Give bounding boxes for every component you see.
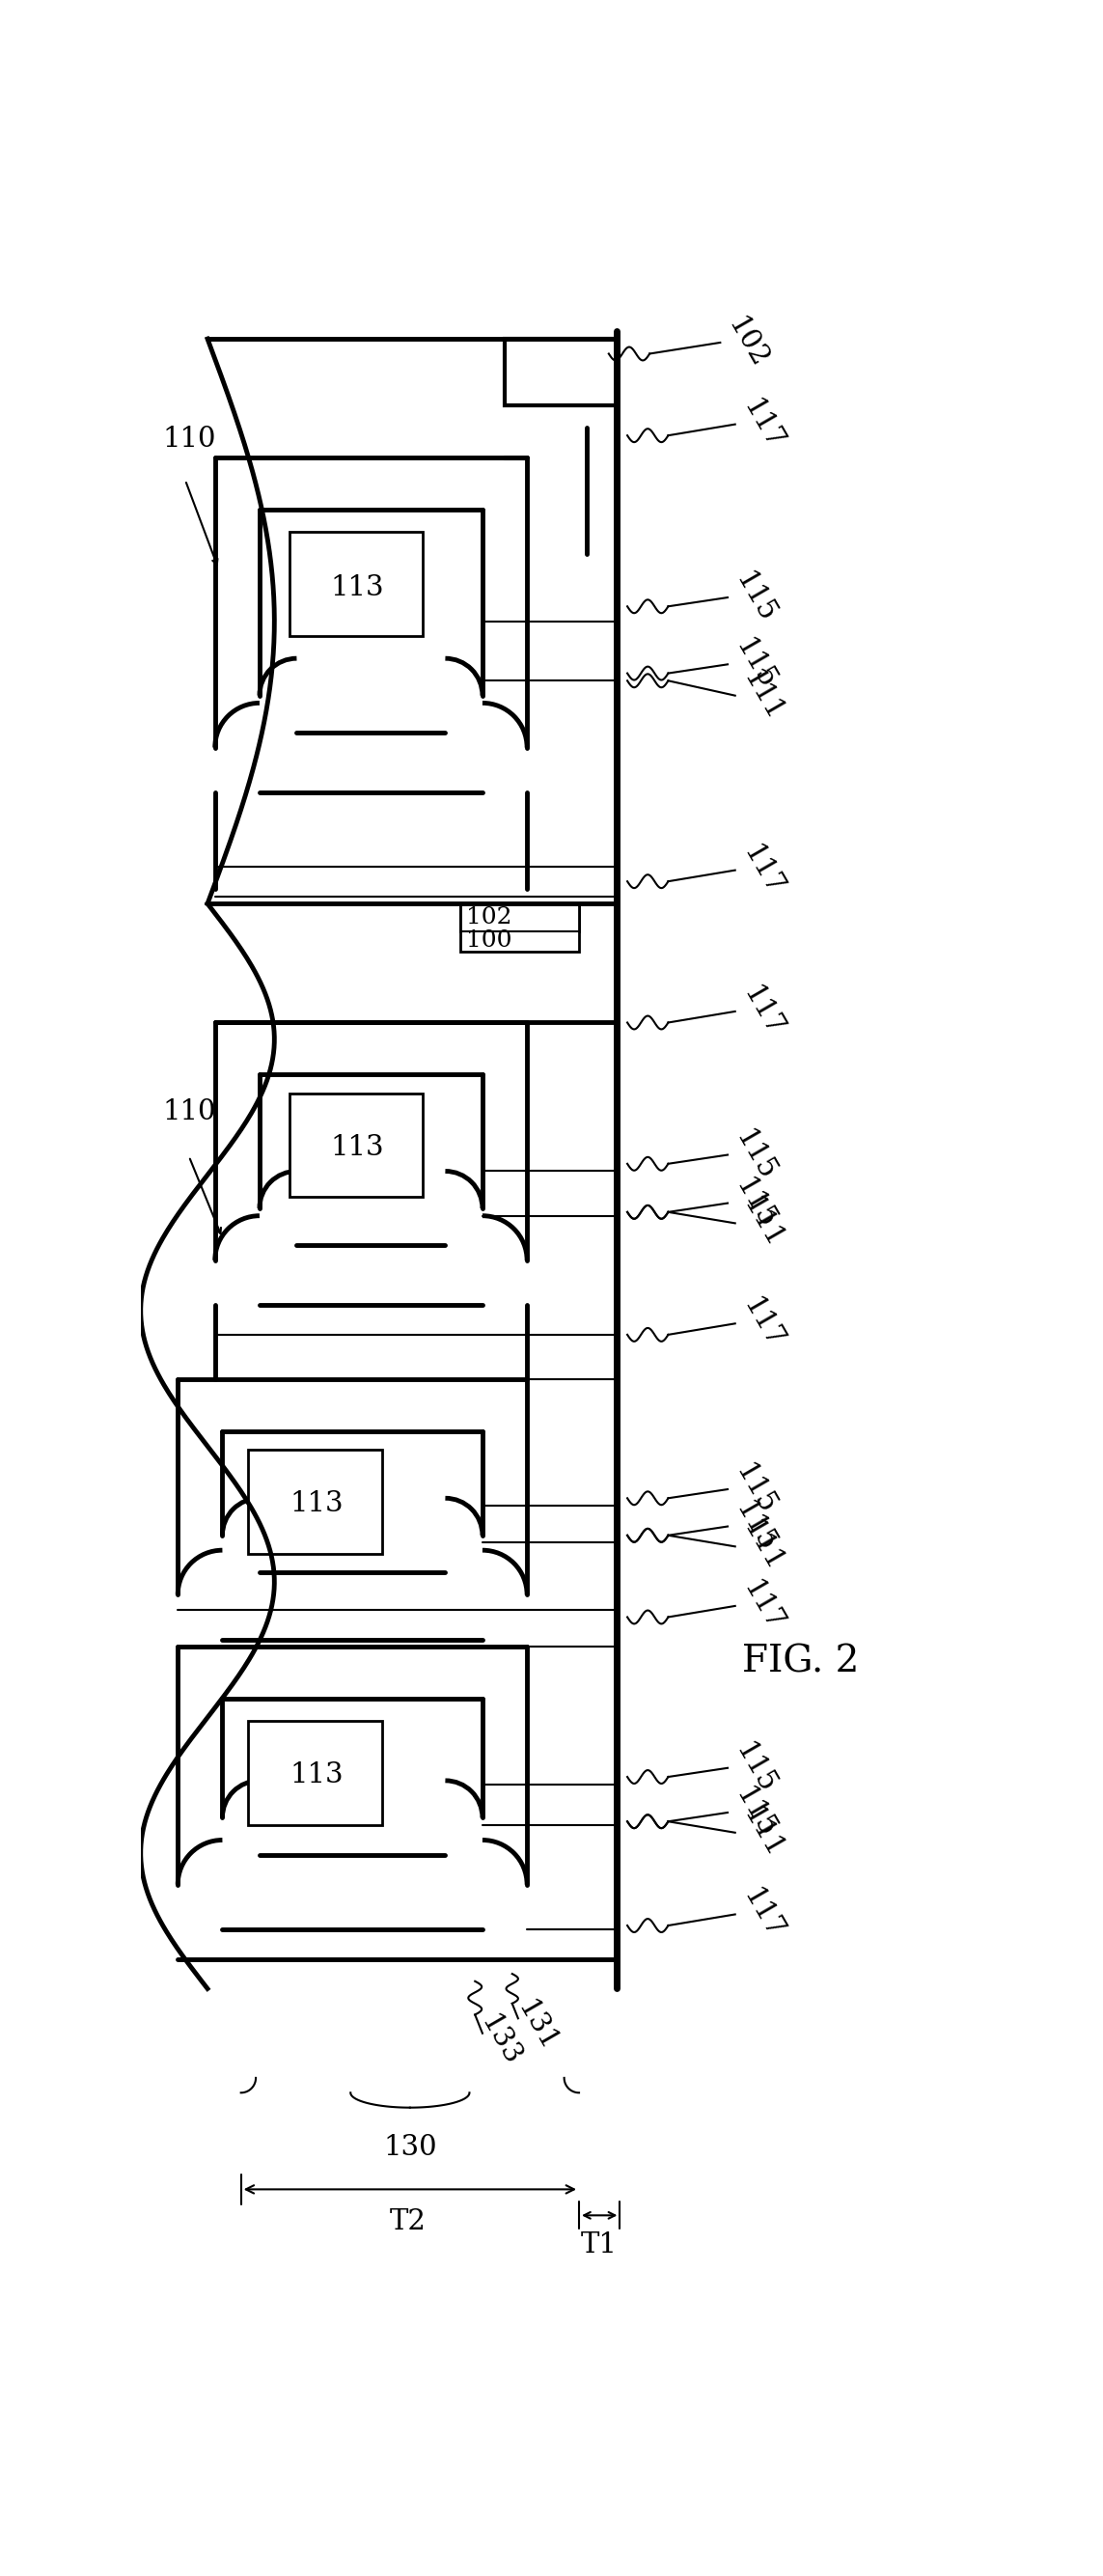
Text: 115: 115 xyxy=(730,1497,780,1556)
Text: 115: 115 xyxy=(730,1172,780,1234)
Bar xyxy=(289,1092,422,1198)
Text: 117: 117 xyxy=(737,840,788,899)
Text: FIG. 2: FIG. 2 xyxy=(742,1643,859,1680)
Bar xyxy=(505,340,617,407)
Text: 115: 115 xyxy=(730,1783,780,1842)
Text: T1: T1 xyxy=(581,2231,618,2259)
Text: 111: 111 xyxy=(737,1517,788,1577)
Text: 111: 111 xyxy=(737,1803,788,1862)
Text: 115: 115 xyxy=(730,1739,780,1798)
Text: T2: T2 xyxy=(389,2208,427,2236)
Text: 113: 113 xyxy=(331,574,385,600)
Bar xyxy=(289,533,422,636)
Text: 117: 117 xyxy=(737,394,788,453)
Text: 102: 102 xyxy=(722,312,772,374)
Text: 131: 131 xyxy=(512,1996,563,2056)
Text: 115: 115 xyxy=(730,634,780,696)
Text: 117: 117 xyxy=(737,1293,788,1352)
Text: 113: 113 xyxy=(290,1492,343,1517)
Bar xyxy=(248,1721,382,1826)
Text: 117: 117 xyxy=(737,981,788,1041)
Text: 111: 111 xyxy=(737,665,788,726)
Text: 115: 115 xyxy=(730,567,780,629)
Text: 110: 110 xyxy=(163,1097,216,1126)
Text: 115: 115 xyxy=(730,1126,780,1185)
Text: 110: 110 xyxy=(163,425,216,453)
Text: 113: 113 xyxy=(290,1762,343,1788)
Text: 117: 117 xyxy=(737,1577,788,1636)
Text: 130: 130 xyxy=(383,2133,437,2161)
Text: 113: 113 xyxy=(331,1133,385,1162)
Bar xyxy=(460,904,579,953)
Bar xyxy=(460,904,579,930)
Bar xyxy=(248,1450,382,1553)
Text: 117: 117 xyxy=(737,1886,788,1945)
Text: 133: 133 xyxy=(475,2012,525,2071)
Text: 111: 111 xyxy=(737,1193,788,1252)
Text: 115: 115 xyxy=(730,1461,780,1520)
Text: 100: 100 xyxy=(467,930,512,953)
Text: 102: 102 xyxy=(467,907,512,927)
